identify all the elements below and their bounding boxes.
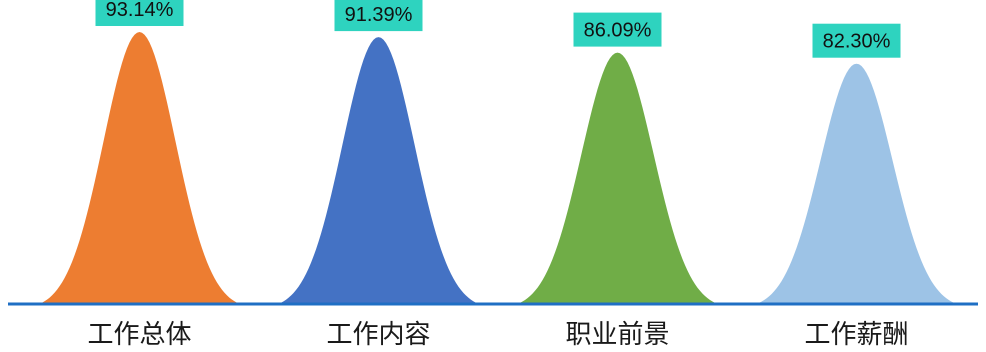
peaks-layer (39, 32, 957, 305)
peak-2 (278, 37, 479, 304)
value-label-2: 91.39% (345, 4, 413, 26)
value-label-box-2 (334, 0, 423, 32)
value-label-1: 93.14% (106, 0, 174, 21)
category-label-3: 职业前景 (565, 320, 669, 350)
category-label-2: 工作内容 (326, 320, 430, 350)
category-label-1: 工作总体 (87, 320, 191, 350)
value-label-box-1 (95, 0, 184, 26)
value-label-3: 86.09% (584, 20, 652, 42)
labels-layer: 93.14% 工作总体 91.39% 工作内容 86.09% 职业前景 82.30% 工作薪酬 (87, 0, 909, 350)
category-label-4: 工作薪酬 (804, 320, 908, 350)
peak-3 (517, 52, 718, 304)
value-label-box-3 (573, 12, 662, 47)
value-label-box-4 (812, 23, 901, 58)
value-label-4: 82.30% (823, 31, 891, 53)
peak-4 (756, 63, 957, 305)
peak-1 (39, 32, 240, 304)
